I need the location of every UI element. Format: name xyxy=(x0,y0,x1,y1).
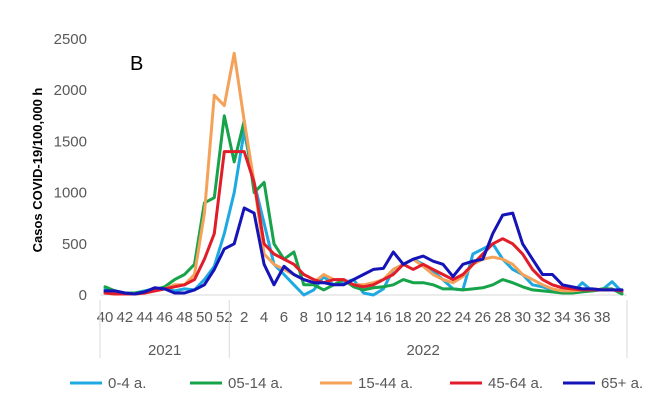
series-line-5 xyxy=(103,206,624,296)
x-tick-label: 52 xyxy=(216,309,233,326)
y-tick-label: 1500 xyxy=(54,133,87,150)
x-tick-label: 2 xyxy=(240,309,248,326)
series-line-1 xyxy=(103,129,624,297)
x-tick-label: 40 xyxy=(97,309,114,326)
x-tick-label: 34 xyxy=(554,309,571,326)
y-tick-label: 500 xyxy=(62,236,87,253)
y-tick-label: 2500 xyxy=(54,31,87,48)
series-line-3 xyxy=(103,51,624,296)
y-tick-label: 2000 xyxy=(54,82,87,99)
x-tick-label: 20 xyxy=(415,309,432,326)
x-tick-label: 18 xyxy=(395,309,412,326)
x-tick-label: 42 xyxy=(117,309,134,326)
y-axis-ticks: 0 500 1000 1500 2000 2500 xyxy=(54,31,87,304)
x-tick-label: 26 xyxy=(474,309,491,326)
legend-label: 0-4 a. xyxy=(108,375,146,392)
x-tick-label: 22 xyxy=(435,309,452,326)
legend: 0-4 a. 05-14 a. 15-44 a. 45-64 a. 65+ a. xyxy=(70,375,643,392)
series-lines xyxy=(103,51,624,297)
x-tick-label: 4 xyxy=(260,309,268,326)
legend-label: 65+ a. xyxy=(601,375,643,392)
year-label: 2021 xyxy=(148,342,181,359)
legend-label: 05-14 a. xyxy=(228,375,283,392)
series-line-2 xyxy=(103,114,624,296)
x-tick-label: 36 xyxy=(574,309,591,326)
x-tick-label: 6 xyxy=(280,309,288,326)
x-axis: 40 42 44 46 48 50 52 2 4 6 8 10 12 14 16 18 20 22 24 26 28 30… xyxy=(97,294,628,359)
x-tick-label: 44 xyxy=(136,309,153,326)
x-tick-label: 30 xyxy=(514,309,531,326)
x-tick-label: 38 xyxy=(594,309,611,326)
x-tick-label: 24 xyxy=(455,309,472,326)
year-label: 2022 xyxy=(406,342,439,359)
x-tick-label: 16 xyxy=(375,309,392,326)
y-tick-label: 0 xyxy=(79,287,87,304)
x-tick-label: 10 xyxy=(315,309,332,326)
y-tick-label: 1000 xyxy=(54,185,87,202)
x-tick-label: 14 xyxy=(355,309,372,326)
x-tick-label: 48 xyxy=(176,309,193,326)
x-tick-label: 46 xyxy=(156,309,173,326)
y-axis-title: Casos COVID-19/100,000 h xyxy=(30,88,45,253)
legend-label: 45-64 a. xyxy=(488,375,543,392)
x-tick-label: 32 xyxy=(534,309,551,326)
x-tick-label: 28 xyxy=(494,309,511,326)
series-line-4 xyxy=(103,150,624,296)
panel-label: B xyxy=(130,53,143,75)
x-tick-label: 12 xyxy=(335,309,352,326)
x-tick-label: 50 xyxy=(196,309,213,326)
x-tick-label: 8 xyxy=(300,309,308,326)
legend-label: 15-44 a. xyxy=(358,375,413,392)
